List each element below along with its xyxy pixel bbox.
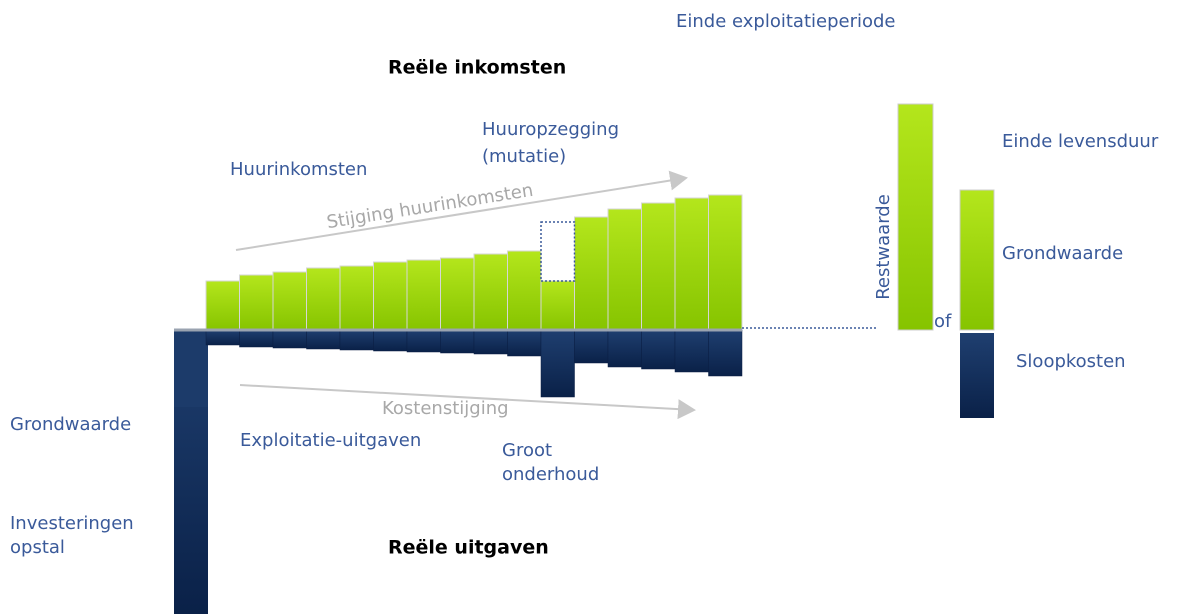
income-bar bbox=[205, 280, 240, 331]
expense-bar bbox=[708, 329, 743, 377]
income-bar bbox=[272, 271, 307, 331]
expense-bar bbox=[540, 329, 575, 398]
label: Einde levensduur bbox=[1002, 131, 1159, 152]
income-bar bbox=[373, 261, 408, 331]
label: of bbox=[934, 311, 952, 332]
expense-bar bbox=[473, 329, 508, 355]
residual-bar bbox=[897, 103, 934, 331]
income-bar bbox=[574, 216, 609, 331]
income-bar bbox=[239, 274, 274, 331]
expense-bar bbox=[272, 329, 307, 349]
expense-bar bbox=[507, 329, 542, 357]
label: Restwaarde bbox=[873, 194, 894, 300]
income-bar bbox=[540, 280, 575, 331]
land-value-bar bbox=[959, 189, 995, 331]
income-bar bbox=[406, 259, 441, 331]
label: onderhoud bbox=[502, 464, 599, 485]
demolition-bar bbox=[960, 333, 994, 418]
income-bar bbox=[708, 194, 743, 331]
expense-bar bbox=[440, 329, 475, 354]
label: opstal bbox=[10, 537, 65, 558]
land-value-segment bbox=[174, 330, 208, 407]
label: Investeringen bbox=[10, 513, 134, 534]
expense-bar bbox=[641, 329, 676, 370]
income-bar bbox=[473, 253, 508, 331]
income-bar bbox=[339, 265, 374, 331]
label: Grondwaarde bbox=[1002, 243, 1123, 264]
label: Groot bbox=[502, 440, 552, 461]
label: Huurinkomsten bbox=[230, 159, 367, 180]
heading: Reële inkomsten bbox=[388, 57, 566, 79]
mutation-outline bbox=[540, 221, 576, 282]
label: Grondwaarde bbox=[10, 414, 131, 435]
income-bar bbox=[507, 250, 542, 331]
expense-bar bbox=[239, 329, 274, 348]
cost-arrow bbox=[239, 384, 696, 420]
expense-bar bbox=[373, 329, 408, 352]
rent-arrow bbox=[235, 170, 688, 251]
income-bar bbox=[440, 257, 475, 331]
label: Exploitatie-uitgaven bbox=[240, 430, 421, 451]
label: Sloopkosten bbox=[1016, 351, 1126, 372]
label: (mutatie) bbox=[482, 146, 566, 167]
label: Huuropzegging bbox=[482, 119, 619, 140]
expense-bar bbox=[574, 329, 609, 364]
expense-bar bbox=[607, 329, 642, 368]
expense-bar bbox=[205, 329, 240, 346]
expense-bar bbox=[339, 329, 374, 351]
label: Einde exploitatieperiode bbox=[676, 11, 896, 32]
expense-bar bbox=[406, 329, 441, 353]
income-bar bbox=[674, 197, 709, 331]
income-bar bbox=[306, 267, 341, 331]
income-bar bbox=[607, 208, 642, 331]
income-bar bbox=[641, 202, 676, 331]
expense-bar bbox=[306, 329, 341, 350]
label: Kostenstijging bbox=[382, 398, 509, 419]
expense-bar bbox=[674, 329, 709, 373]
heading: Reële uitgaven bbox=[388, 537, 549, 559]
bars bbox=[174, 194, 743, 614]
